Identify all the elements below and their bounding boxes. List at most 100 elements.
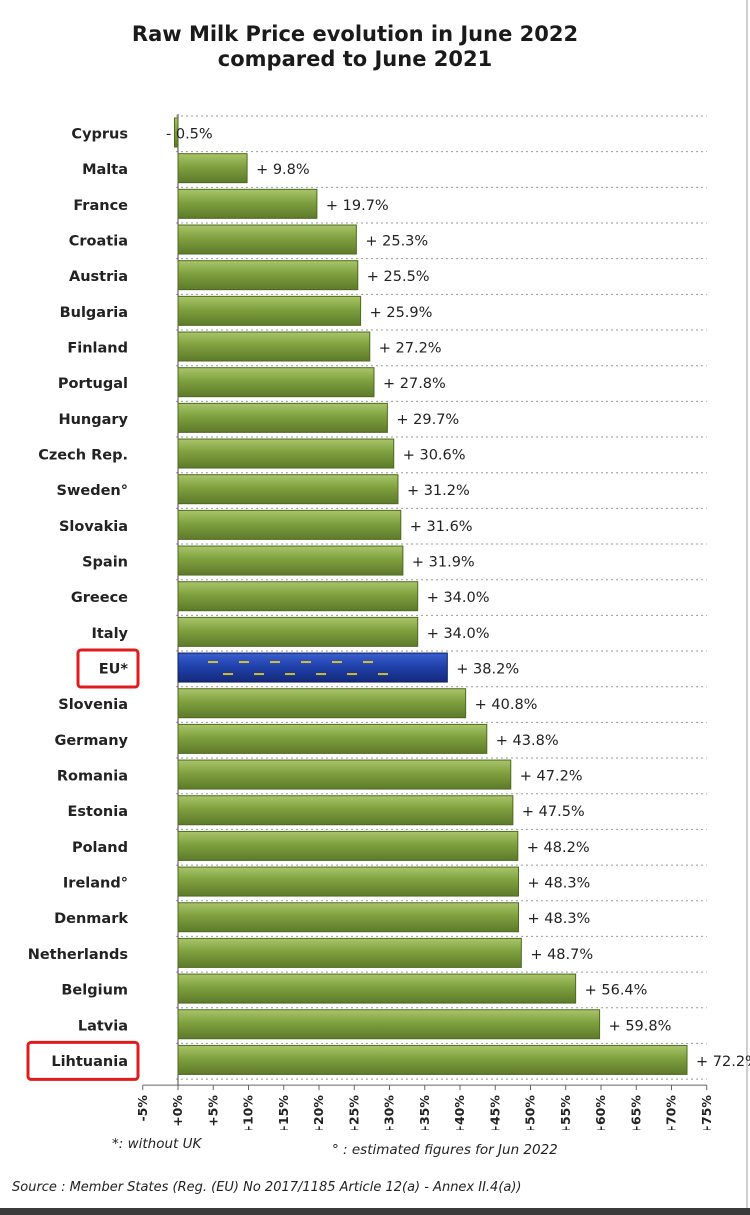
eu-star bbox=[285, 673, 295, 676]
value-label: + 34.0% bbox=[427, 626, 490, 642]
value-label: + 30.6% bbox=[403, 448, 466, 464]
value-label: + 40.8% bbox=[475, 697, 538, 713]
bar bbox=[177, 331, 371, 362]
footer-bar bbox=[0, 1208, 750, 1215]
category-label: Austria bbox=[69, 269, 128, 285]
value-label: + 31.2% bbox=[407, 483, 470, 499]
value-label: + 25.9% bbox=[370, 305, 433, 321]
eu-star bbox=[378, 673, 388, 676]
eu-star bbox=[316, 673, 326, 676]
value-label: + 31.6% bbox=[410, 519, 473, 535]
bar bbox=[177, 438, 395, 469]
eu-star bbox=[301, 661, 311, 664]
bar bbox=[177, 474, 399, 505]
x-tick-label: +50% bbox=[523, 1095, 538, 1130]
bar bbox=[177, 295, 362, 326]
bar bbox=[177, 188, 318, 219]
chart-title-line-2: compared to June 2021 bbox=[217, 47, 493, 71]
value-label: + 31.9% bbox=[412, 555, 475, 571]
category-label: Malta bbox=[82, 162, 128, 178]
x-tick-label: +5% bbox=[205, 1095, 220, 1127]
x-tick-label: +20% bbox=[311, 1095, 326, 1130]
category-label: France bbox=[73, 198, 128, 214]
eu-star bbox=[254, 673, 264, 676]
category-label: Estonia bbox=[67, 804, 128, 820]
category-label: Bulgaria bbox=[60, 305, 128, 321]
value-label: + 25.3% bbox=[365, 234, 428, 250]
x-tick-label: -5% bbox=[135, 1095, 150, 1122]
value-label: + 25.5% bbox=[367, 269, 430, 285]
bar bbox=[177, 367, 375, 398]
bar bbox=[177, 902, 520, 933]
bar bbox=[177, 723, 488, 754]
x-tick-label: +0% bbox=[170, 1095, 185, 1127]
category-label: Italy bbox=[91, 626, 128, 642]
category-label: Ireland° bbox=[63, 876, 128, 892]
bar bbox=[177, 759, 512, 790]
category-label: EU* bbox=[99, 662, 129, 678]
x-tick-label: +30% bbox=[382, 1095, 397, 1130]
eu-bar bbox=[177, 652, 448, 683]
value-label: + 56.4% bbox=[585, 983, 648, 999]
bar bbox=[177, 616, 419, 647]
category-label: Portugal bbox=[58, 376, 128, 392]
bar bbox=[177, 581, 419, 612]
eu-star bbox=[208, 661, 218, 664]
category-label: Spain bbox=[82, 555, 128, 571]
note-without-uk: *: without UK bbox=[112, 1136, 202, 1152]
x-tick-label: +65% bbox=[628, 1095, 643, 1130]
category-label: Belgium bbox=[61, 983, 128, 999]
category-label: Poland bbox=[72, 840, 128, 856]
category-label: Lihtuania bbox=[51, 1054, 128, 1070]
category-label: Hungary bbox=[58, 412, 128, 428]
value-label: + 9.8% bbox=[256, 162, 310, 178]
x-tick-label: +45% bbox=[487, 1095, 502, 1130]
category-label: Cyprus bbox=[71, 127, 128, 143]
eu-star bbox=[239, 661, 249, 664]
category-label: Czech Rep. bbox=[38, 448, 128, 464]
value-label: - 0.5% bbox=[166, 127, 213, 143]
category-label: Greece bbox=[71, 590, 128, 606]
chart-title: Raw Milk Price evolution in June 2022 co… bbox=[0, 22, 710, 72]
value-label: + 19.7% bbox=[326, 198, 389, 214]
bar bbox=[177, 688, 467, 719]
bar bbox=[177, 795, 514, 826]
bar-chart: Cyprus - 0.5% Malta + 9.8% France + 19.7% Croa… bbox=[26, 114, 750, 1130]
category-label: Germany bbox=[54, 733, 128, 749]
category-label: Romania bbox=[57, 769, 128, 785]
value-label: + 48.3% bbox=[528, 911, 591, 927]
eu-star bbox=[223, 673, 233, 676]
x-tick-label: +25% bbox=[346, 1095, 361, 1130]
eu-star bbox=[363, 661, 373, 664]
value-label: + 38.2% bbox=[456, 662, 519, 678]
bar bbox=[177, 260, 359, 291]
bar bbox=[177, 509, 402, 540]
highlight-box bbox=[26, 1040, 140, 1081]
eu-star bbox=[270, 661, 280, 664]
eu-star bbox=[347, 673, 357, 676]
chart-title-line-1: Raw Milk Price evolution in June 2022 bbox=[131, 22, 579, 46]
x-tick-label: +60% bbox=[593, 1095, 608, 1130]
value-label: + 34.0% bbox=[427, 590, 490, 606]
category-label: Slovakia bbox=[59, 519, 128, 535]
bar bbox=[177, 224, 357, 255]
x-tick-label: +40% bbox=[452, 1095, 467, 1130]
highlight-box bbox=[76, 648, 140, 689]
bar bbox=[177, 1044, 688, 1075]
x-tick-label: +15% bbox=[276, 1095, 291, 1130]
bar bbox=[173, 117, 179, 148]
bar bbox=[177, 402, 388, 433]
value-label: + 48.3% bbox=[528, 876, 591, 892]
eu-star bbox=[332, 661, 342, 664]
value-label: + 43.8% bbox=[496, 733, 559, 749]
x-tick-label: +70% bbox=[664, 1095, 679, 1130]
bar bbox=[177, 973, 577, 1004]
category-label: Netherlands bbox=[28, 947, 128, 963]
category-label: Denmark bbox=[54, 911, 128, 927]
value-label: + 29.7% bbox=[396, 412, 459, 428]
x-tick-label: +35% bbox=[417, 1095, 432, 1130]
category-label: Latvia bbox=[78, 1018, 128, 1034]
bar bbox=[177, 937, 522, 968]
category-label: Sweden° bbox=[57, 483, 128, 499]
bar bbox=[177, 153, 248, 184]
